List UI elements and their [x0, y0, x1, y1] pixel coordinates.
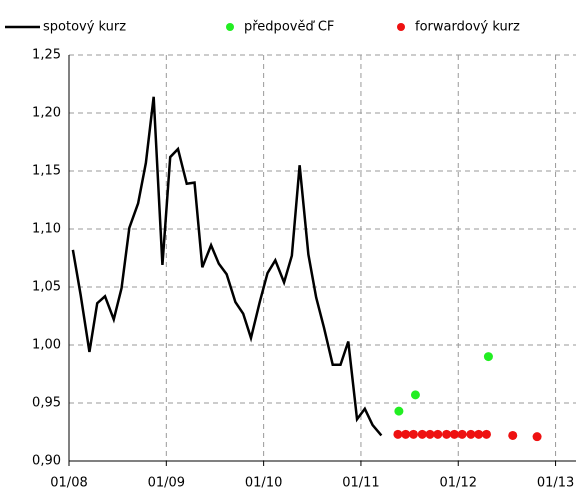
- point: [457, 429, 467, 439]
- point: [449, 429, 459, 439]
- point: [417, 429, 427, 439]
- point: [481, 429, 491, 439]
- point: [483, 352, 493, 362]
- point: [532, 432, 542, 442]
- point: [393, 429, 403, 439]
- y-tick-label: 1,00: [32, 338, 61, 353]
- legend-swatch: [397, 23, 405, 31]
- x-tick-label: 01/10: [245, 476, 282, 490]
- legend-swatch: [226, 23, 234, 31]
- x-tick-label: 01/11: [342, 476, 379, 490]
- y-tick-label: 1,10: [32, 222, 61, 237]
- legend-label: spotový kurz: [43, 20, 126, 35]
- point: [466, 429, 476, 439]
- point: [394, 406, 404, 416]
- point: [408, 429, 418, 439]
- legend-label: forwardový kurz: [415, 20, 520, 35]
- y-tick-label: 0,90: [32, 454, 61, 469]
- point: [425, 429, 435, 439]
- spot-line: [71, 96, 383, 437]
- point: [508, 430, 518, 440]
- x-tick-label: 01/12: [440, 476, 477, 490]
- y-tick-label: 1,20: [32, 106, 61, 121]
- point: [442, 429, 452, 439]
- y-tick-label: 1,25: [32, 48, 61, 63]
- y-tick-label: 1,15: [32, 164, 61, 179]
- x-tick-label: 01/13: [537, 476, 574, 490]
- y-tick-label: 1,05: [32, 280, 61, 295]
- legend-label: předpověď CF: [244, 20, 334, 35]
- point: [401, 429, 411, 439]
- point: [410, 390, 420, 400]
- x-tick-label: 01/08: [50, 476, 87, 490]
- point: [433, 429, 443, 439]
- x-tick-label: 01/09: [148, 476, 185, 490]
- y-tick-label: 0,95: [32, 396, 61, 411]
- point: [474, 429, 484, 439]
